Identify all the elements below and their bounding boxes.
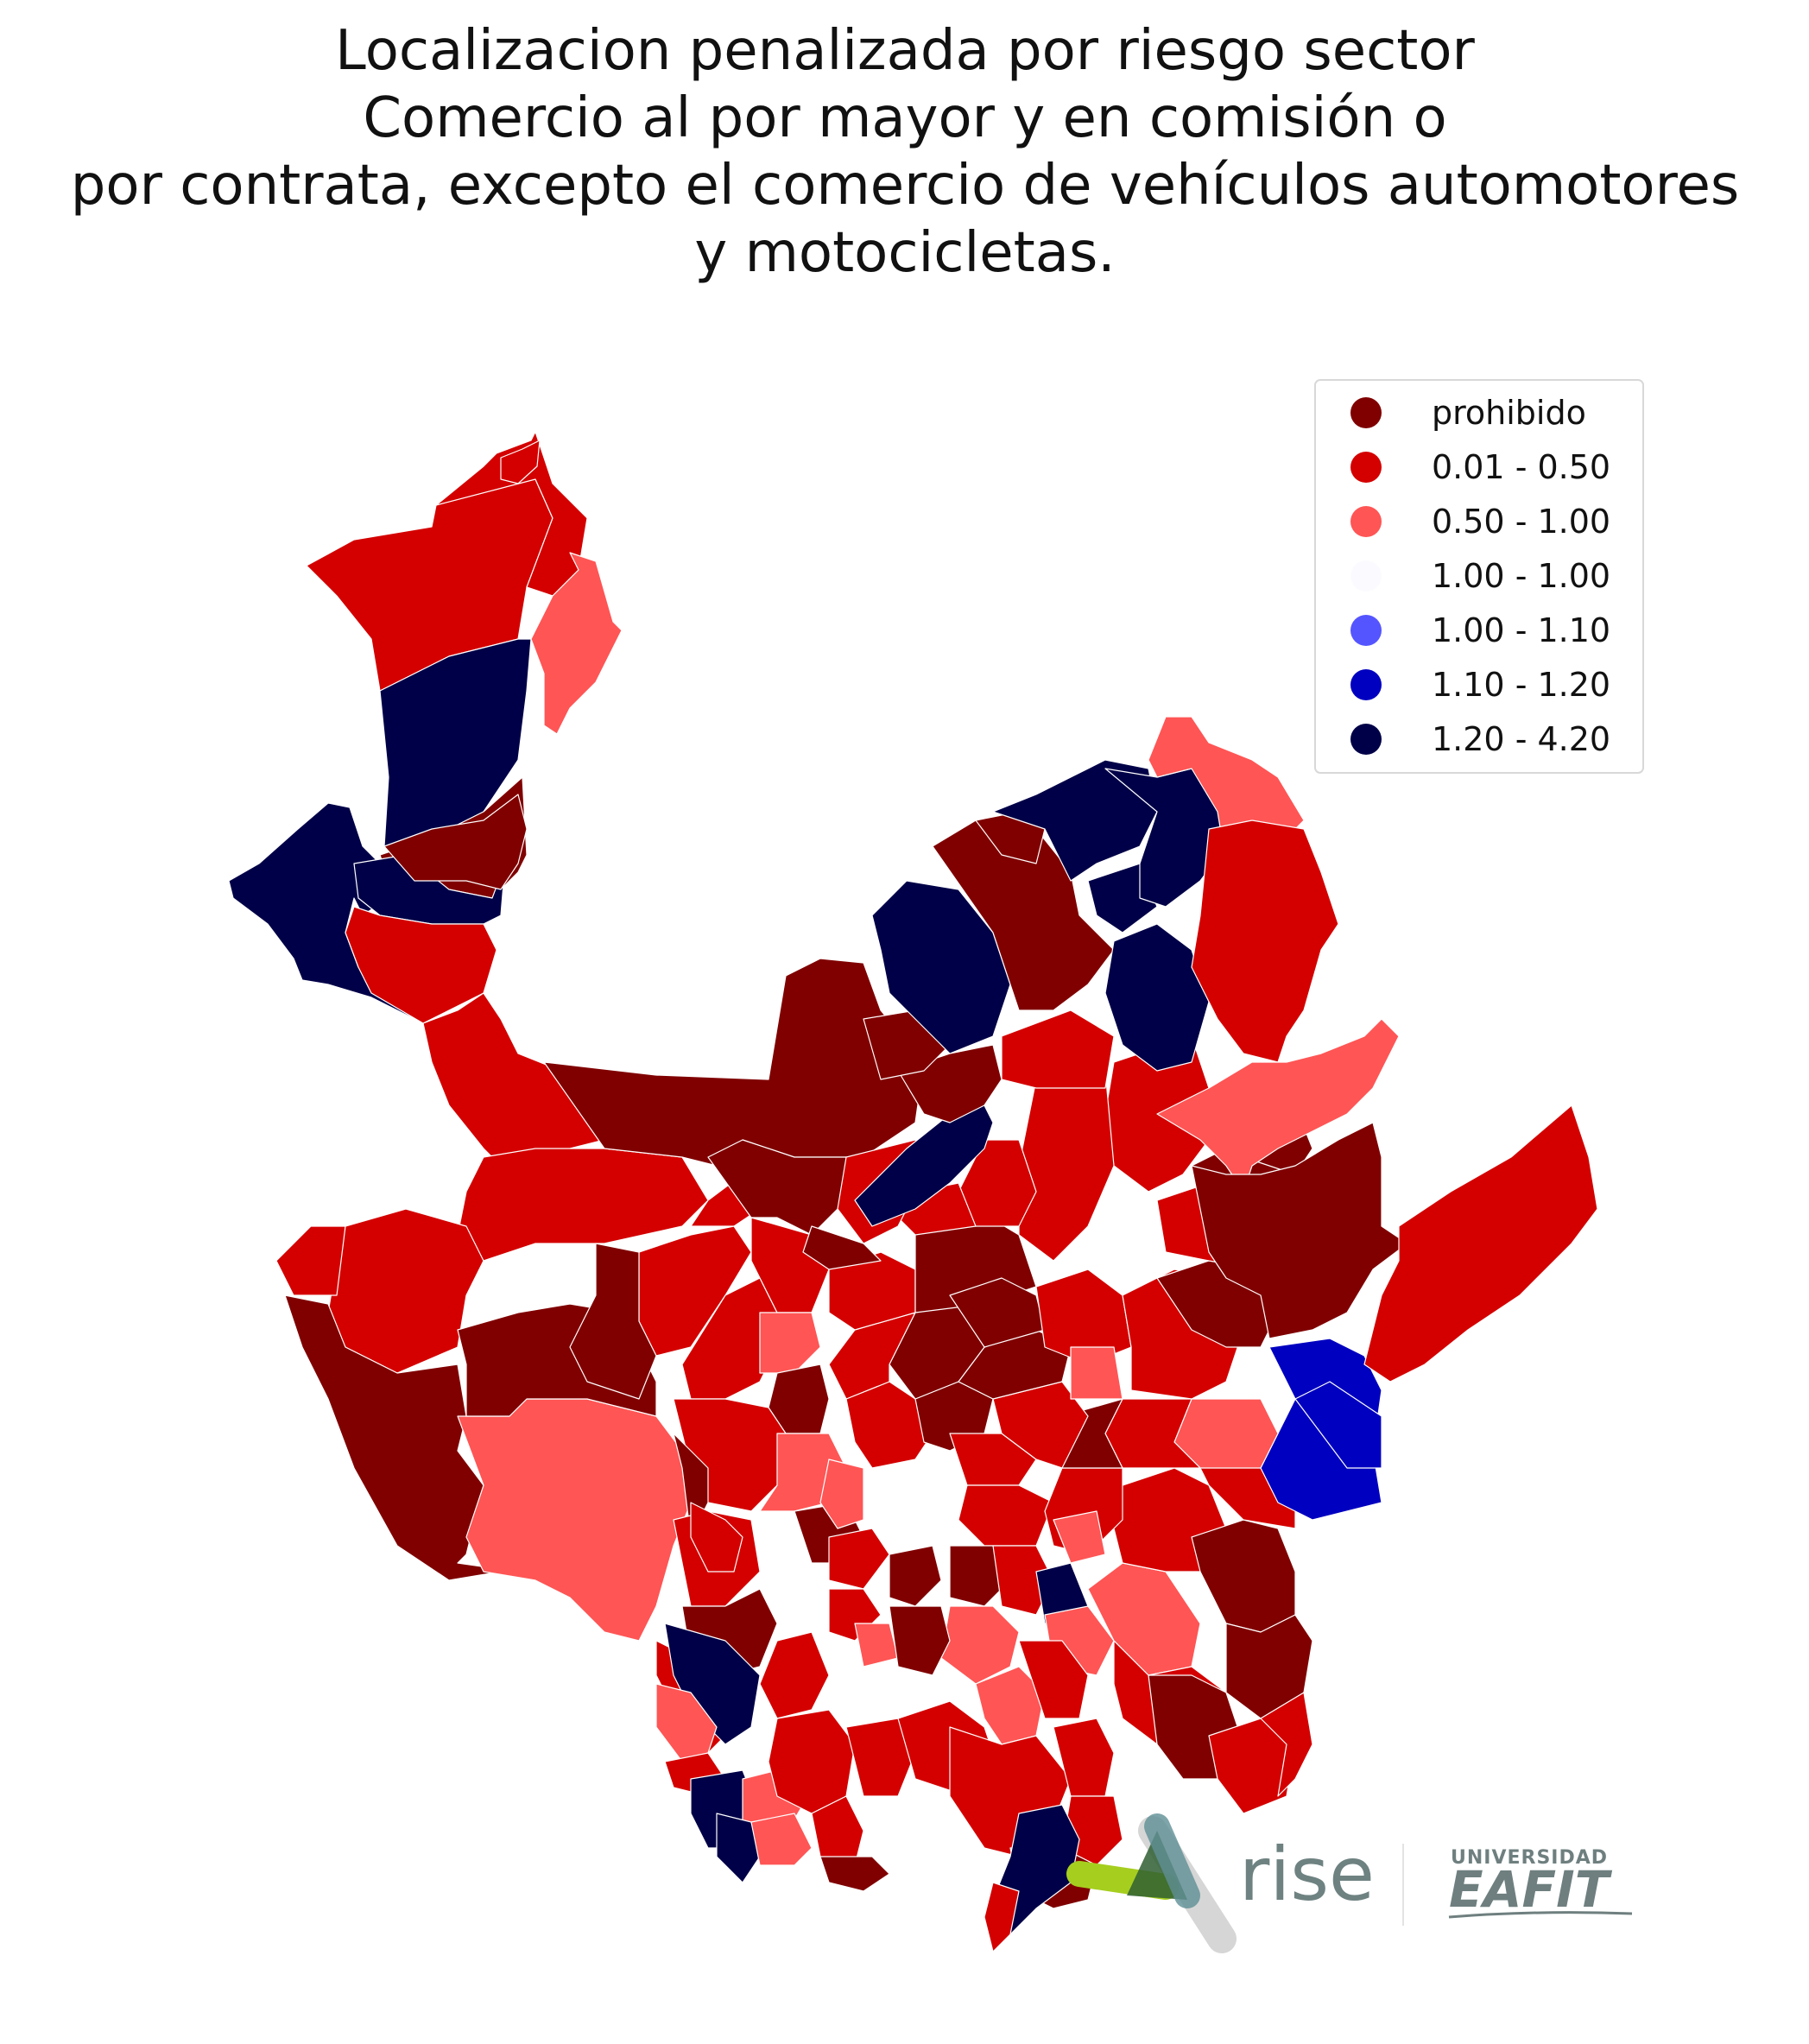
eafit-logo-underline — [1448, 1911, 1633, 1919]
region-briceno-dark — [854, 1087, 994, 1227]
legend-label: 0.01 - 0.50 — [1432, 448, 1610, 486]
region-caldas — [889, 1545, 942, 1607]
region-santa-barbara — [811, 1795, 864, 1866]
legend-label: 1.00 - 1.10 — [1432, 611, 1610, 649]
region-north-tip — [500, 440, 541, 484]
legend-label: 1.20 - 4.20 — [1432, 720, 1610, 758]
legend-entry: 1.00 - 1.10 — [1350, 611, 1610, 649]
legend-swatch — [1350, 506, 1382, 537]
region-argelia — [1053, 1718, 1115, 1797]
legend-label: 1.00 - 1.00 — [1432, 557, 1610, 595]
region-sabaneta — [854, 1623, 899, 1667]
legend-items: prohibido 0.01 - 0.50 0.50 - 1.00 1.00 - 1.… — [1350, 394, 1610, 758]
region-chigorodo — [345, 906, 497, 1024]
eafit-logo-main-text: EAFIT — [1449, 1860, 1613, 1919]
region-la-pintada — [759, 1631, 830, 1719]
region-east-strip — [1363, 1104, 1598, 1383]
region-amalfi — [1018, 1070, 1115, 1262]
region-murindo — [284, 1294, 519, 1581]
region-itagui — [819, 1459, 864, 1529]
region-necocli-strip — [530, 552, 623, 735]
legend-frame — [1314, 379, 1644, 774]
legend-entry: 1.10 - 1.20 — [1350, 666, 1610, 704]
legend-swatch — [1350, 397, 1382, 428]
region-buritica — [569, 1243, 657, 1400]
region-betulia — [690, 1502, 743, 1573]
region-urrao-west — [275, 1225, 346, 1296]
title-line-2: Comercio al por mayor y en comisión o — [363, 86, 1446, 150]
region-envigado — [828, 1528, 890, 1590]
region-taraza — [871, 880, 1011, 1054]
rise-logo: rise — [1066, 1813, 1375, 1953]
region-anori — [1001, 1009, 1115, 1089]
map-title: Localizacion penalizada por riesgo secto… — [71, 19, 1739, 285]
title-line-1: Localizacion penalizada por riesgo secto… — [335, 19, 1475, 83]
eafit-logo-top-text: UNIVERSIDAD — [1451, 1847, 1608, 1869]
region-yarumal — [802, 1225, 882, 1270]
region-puerto-berrio — [1225, 1614, 1313, 1719]
region-pto-nare-east — [1260, 1692, 1313, 1797]
rise-logo-teal-stroke — [1144, 1813, 1200, 1908]
region-girardota — [949, 1433, 1037, 1486]
legend-label: 0.50 - 1.00 — [1432, 503, 1610, 541]
legend-swatch — [1350, 724, 1382, 755]
region-yondo-south — [1294, 1381, 1382, 1469]
region-el-retiro — [889, 1605, 951, 1676]
legend-label: prohibido — [1432, 394, 1586, 432]
region-bello — [845, 1381, 933, 1469]
region-frontino — [327, 1208, 484, 1374]
map-legend: prohibido 0.01 - 0.50 0.50 - 1.00 1.00 - 1.… — [1314, 379, 1644, 774]
region-zaragoza — [1104, 923, 1210, 1072]
legend-swatch — [1350, 452, 1382, 483]
legend-entry: 0.01 - 0.50 — [1350, 448, 1610, 486]
region-sonson-south-red — [984, 1882, 1020, 1952]
legend-entry: 0.50 - 1.00 — [1350, 503, 1610, 541]
legend-swatch — [1350, 669, 1382, 700]
region-vigia — [457, 1398, 692, 1642]
region-valparaiso — [750, 1813, 813, 1866]
region-betania — [664, 1623, 761, 1745]
legend-entry: 1.00 - 1.00 — [1350, 557, 1610, 595]
region-north-right-red — [1191, 819, 1339, 1063]
legend-entry: prohibido — [1350, 394, 1586, 432]
region-guatape-mid — [1053, 1510, 1106, 1564]
region-abejorral-south — [845, 1718, 916, 1797]
legend-swatch — [1350, 615, 1382, 646]
region-apartado-dark-2 — [383, 794, 528, 890]
region-carmen — [1018, 1640, 1089, 1719]
region-north-coast-east — [435, 431, 588, 597]
region-tamesis — [716, 1813, 761, 1883]
map-regions — [228, 431, 1598, 1952]
region-puerto-nare — [1191, 1519, 1296, 1633]
region-guarne — [958, 1484, 1054, 1547]
region-ituango — [543, 958, 925, 1167]
legend-entry: 1.20 - 4.20 — [1350, 720, 1610, 758]
legend-swatch — [1350, 560, 1382, 592]
rise-logo-text: rise — [1239, 1832, 1375, 1918]
title-line-3: por contrata, excepto el comercio de veh… — [71, 154, 1739, 218]
title-line-4: y motocicletas. — [694, 221, 1115, 285]
legend-label: 1.10 - 1.20 — [1432, 666, 1610, 704]
region-yolombo-south — [1070, 1346, 1123, 1400]
region-turbo-north — [379, 638, 532, 847]
eafit-logo: UNIVERSIDAD EAFIT — [1448, 1847, 1633, 1919]
region-olaya — [759, 1312, 821, 1374]
region-montebello — [819, 1856, 890, 1892]
